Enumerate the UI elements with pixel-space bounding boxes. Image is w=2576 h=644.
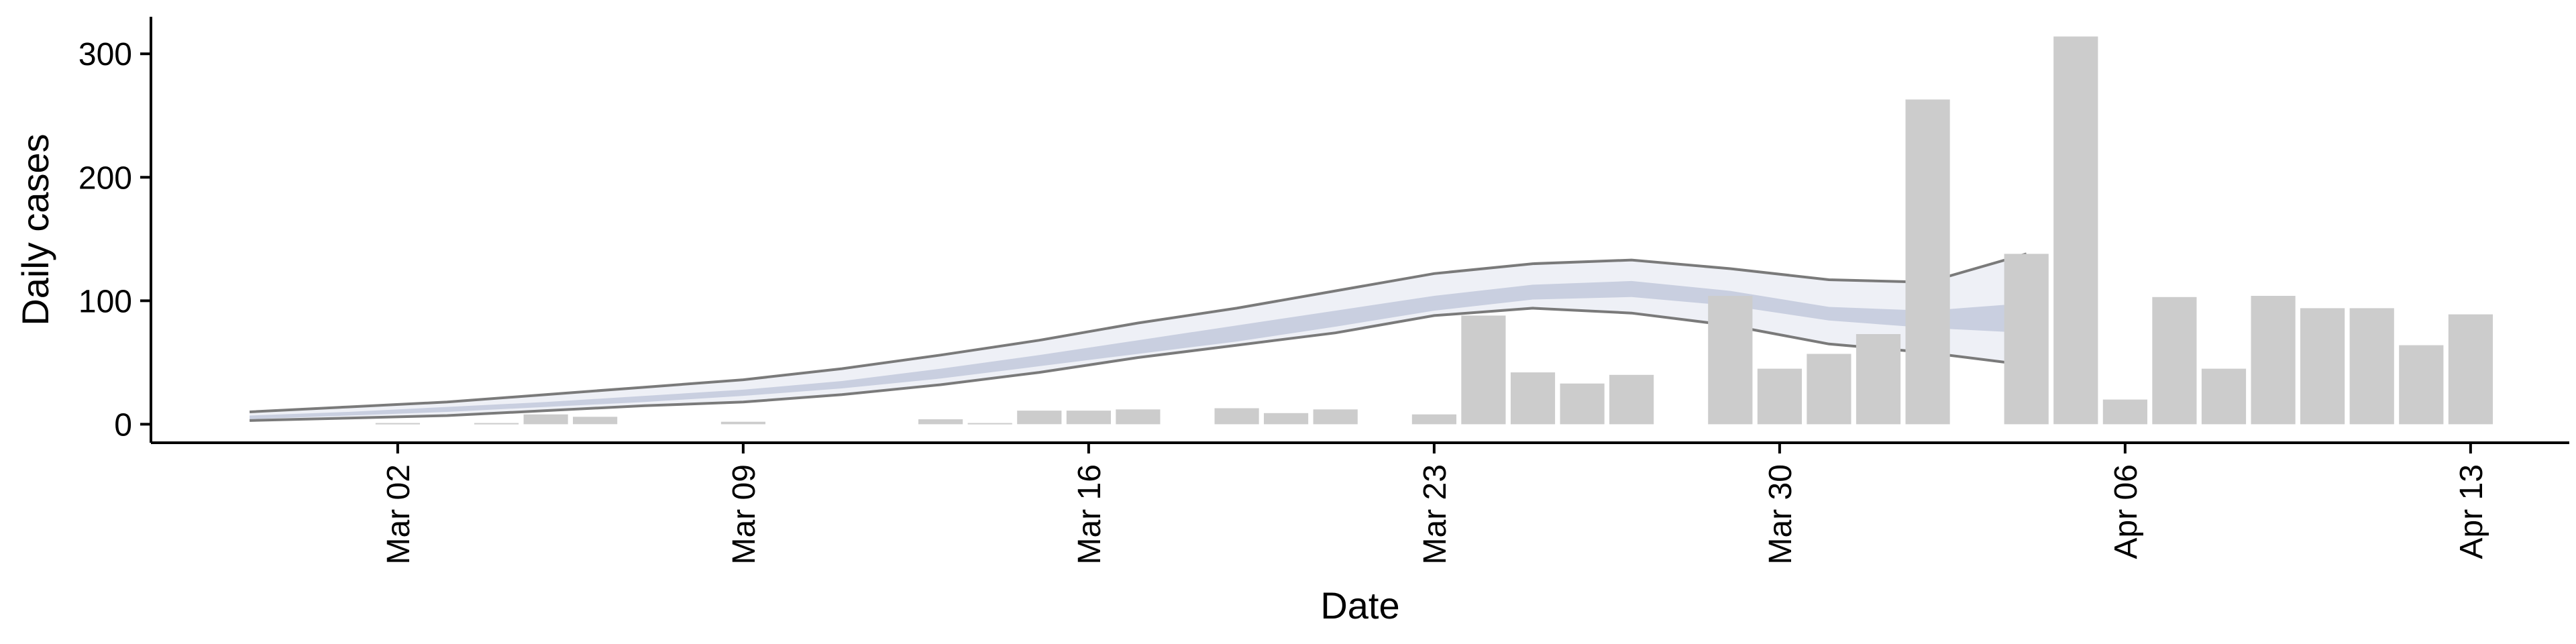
x-tick-label-2020-03-16: Mar 16: [1072, 464, 1108, 564]
bar-2020-04-01: [1856, 334, 1901, 425]
bar-2020-03-05: [523, 414, 568, 425]
bar-2020-03-16: [1066, 411, 1111, 425]
bar-2020-03-20: [1264, 413, 1309, 425]
bar-2020-03-23: [1411, 414, 1456, 425]
bar-2020-03-30: [1757, 368, 1802, 425]
bar-2020-04-13: [2448, 314, 2493, 425]
bar-2020-03-26: [1560, 383, 1605, 425]
bar-2020-03-29: [1708, 296, 1753, 425]
y-tick-label-200: 200: [78, 160, 132, 196]
bar-2020-04-08: [2201, 368, 2247, 425]
bar-2020-03-19: [1214, 408, 1259, 425]
x-tick-label-2020-04-13: Apr 13: [2454, 464, 2489, 559]
bar-2020-04-12: [2399, 345, 2444, 425]
bar-2020-03-24: [1461, 315, 1506, 425]
y-tick-label-0: 0: [114, 407, 132, 443]
x-tick-label-2020-03-09: Mar 09: [727, 464, 762, 564]
x-axis-title: Date: [1320, 584, 1399, 627]
y-tick-label-300: 300: [78, 37, 132, 72]
bar-2020-03-02: [375, 423, 420, 425]
bar-2020-03-21: [1313, 409, 1358, 425]
x-tick-label-2020-03-23: Mar 23: [1417, 464, 1453, 564]
bar-2020-03-31: [1807, 354, 1851, 425]
outer-upper-line: [249, 252, 2027, 413]
bar-2020-03-17: [1116, 409, 1161, 425]
x-tick-label-2020-03-30: Mar 30: [1763, 464, 1799, 564]
bar-2020-04-10: [2300, 308, 2345, 425]
bar-2020-03-06: [573, 417, 618, 425]
bar-2020-04-02: [1905, 99, 1950, 425]
bar-2020-03-13: [918, 419, 963, 425]
bar-2020-03-04: [474, 423, 519, 425]
axes: [150, 17, 2569, 444]
y-axis-title: Daily cases: [14, 133, 56, 325]
bar-2020-04-05: [2053, 36, 2098, 425]
x-axis-ticks: Mar 02 Mar 09 Mar 16 Mar 23 Mar 30 Apr 06 Apr …: [381, 443, 2489, 564]
bar-2020-03-15: [1017, 411, 1062, 425]
bar-2020-04-11: [2349, 308, 2394, 425]
bar-2020-04-09: [2251, 296, 2296, 425]
y-axis-ticks: 0 100 200 300: [78, 37, 151, 443]
bar-2020-03-14: [967, 423, 1012, 425]
bar-2020-03-25: [1510, 372, 1556, 425]
bar-2020-04-06: [2102, 399, 2147, 425]
y-tick-label-100: 100: [78, 284, 132, 319]
bar-2020-04-07: [2152, 297, 2197, 425]
bar-2020-03-27: [1609, 374, 1654, 425]
inner-interval-band: [250, 280, 2027, 419]
bar-2020-03-09: [720, 421, 765, 425]
bar-2020-04-04: [2004, 254, 2049, 425]
x-tick-label-2020-04-06: Apr 06: [2108, 464, 2144, 559]
x-tick-label-2020-03-02: Mar 02: [381, 464, 417, 564]
bar-series: [375, 36, 2493, 425]
